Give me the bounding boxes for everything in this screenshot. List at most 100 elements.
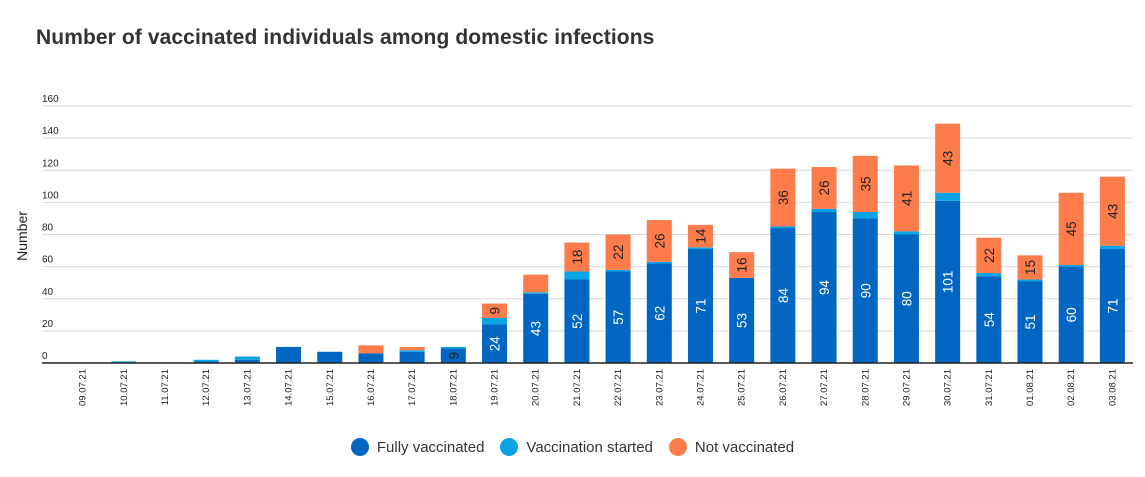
bar-vaccination-started-23.07.21 xyxy=(646,261,672,264)
bar-not-vaccinated-02.08.21 xyxy=(1058,192,1084,266)
bar-vaccination-started-28.07.21 xyxy=(852,212,878,219)
x-tick-label-18.07.21: 18.07.21 xyxy=(448,369,459,406)
bar-fully-vaccinated-22.07.21 xyxy=(605,271,631,363)
legend-label-not-vaccinated: Not vaccinated xyxy=(694,438,795,456)
bar-fully-vaccinated-30.07.21 xyxy=(935,200,961,363)
bar-vaccination-started-30.07.21 xyxy=(935,192,961,201)
bar-fully-vaccinated-21.07.21 xyxy=(564,279,590,363)
bar-not-vaccinated-03.08.21 xyxy=(1099,176,1125,246)
data-label-fully-vaccinated-30.07.21: 101 xyxy=(941,271,956,294)
bar-not-vaccinated-17.07.21 xyxy=(399,346,425,351)
y-tick-label-20: 20 xyxy=(42,319,54,330)
bar-not-vaccinated-24.07.21 xyxy=(687,224,713,248)
x-tick-label-01.08.21: 01.08.21 xyxy=(1025,369,1036,406)
bar-vaccination-started-10.07.21 xyxy=(111,361,137,363)
bar-vaccination-started-12.07.21 xyxy=(193,359,219,362)
bar-vaccination-started-03.08.21 xyxy=(1099,245,1125,249)
x-tick-label-28.07.21: 28.07.21 xyxy=(860,369,871,406)
y-axis-title: Number xyxy=(14,211,30,261)
x-tick-label-26.07.21: 26.07.21 xyxy=(778,369,789,406)
bar-not-vaccinated-26.07.21 xyxy=(770,168,796,227)
bar-vaccination-started-31.07.21 xyxy=(976,273,1002,277)
data-label-fully-vaccinated-27.07.21: 94 xyxy=(817,280,832,296)
bar-fully-vaccinated-18.07.21 xyxy=(440,348,466,363)
bar-not-vaccinated-28.07.21 xyxy=(852,155,878,213)
bar-not-vaccinated-16.07.21 xyxy=(358,345,384,354)
data-label-not-vaccinated-27.07.21: 26 xyxy=(817,180,832,195)
data-label-not-vaccinated-31.07.21: 22 xyxy=(982,248,997,263)
y-tick-label-0: 0 xyxy=(42,351,48,362)
y-tick-label-140: 140 xyxy=(42,126,59,137)
bar-vaccination-started-26.07.21 xyxy=(770,226,796,229)
x-tick-label-15.07.21: 15.07.21 xyxy=(325,369,336,406)
data-label-not-vaccinated-02.08.21: 45 xyxy=(1064,221,1079,236)
y-tick-label-160: 160 xyxy=(42,94,59,105)
data-label-fully-vaccinated-20.07.21: 43 xyxy=(529,321,544,336)
bar-fully-vaccinated-01.08.21 xyxy=(1017,281,1043,363)
legend-item-vaccination-started[interactable]: Vaccination started xyxy=(500,438,653,456)
bar-fully-vaccinated-13.07.21 xyxy=(234,359,260,363)
data-label-not-vaccinated-03.08.21: 43 xyxy=(1105,204,1120,219)
bar-not-vaccinated-30.07.21 xyxy=(935,123,961,193)
legend-marker-vaccination-started xyxy=(500,438,519,456)
legend-marker-not-vaccinated xyxy=(668,438,687,456)
legend-item-not-vaccinated[interactable]: Not vaccinated xyxy=(668,438,795,456)
bar-not-vaccinated-19.07.21 xyxy=(482,303,508,319)
x-tick-label-30.07.21: 30.07.21 xyxy=(943,369,954,406)
data-label-fully-vaccinated-24.07.21: 71 xyxy=(693,298,708,313)
data-label-fully-vaccinated-02.08.21: 60 xyxy=(1064,307,1079,322)
x-tick-label-25.07.21: 25.07.21 xyxy=(737,369,748,406)
y-tick-label-40: 40 xyxy=(42,287,54,298)
x-tick-label-24.07.21: 24.07.21 xyxy=(695,369,706,406)
x-tick-label-21.07.21: 21.07.21 xyxy=(572,369,583,406)
data-label-fully-vaccinated-22.07.21: 57 xyxy=(611,310,626,325)
legend-label-fully-vaccinated: Fully vaccinated xyxy=(376,438,485,456)
data-label-fully-vaccinated-31.07.21: 54 xyxy=(982,312,997,328)
data-label-not-vaccinated-22.07.21: 22 xyxy=(611,245,626,260)
bar-fully-vaccinated-02.08.21 xyxy=(1058,266,1084,363)
data-label-not-vaccinated-26.07.21: 36 xyxy=(776,190,791,205)
bar-fully-vaccinated-25.07.21 xyxy=(729,277,755,363)
bar-fully-vaccinated-29.07.21 xyxy=(893,234,919,363)
data-label-not-vaccinated-23.07.21: 26 xyxy=(652,233,667,248)
bar-not-vaccinated-01.08.21 xyxy=(1017,255,1043,280)
bar-fully-vaccinated-14.07.21 xyxy=(276,346,302,363)
legend-marker-fully-vaccinated xyxy=(350,438,369,456)
bar-fully-vaccinated-16.07.21 xyxy=(358,353,384,363)
data-label-fully-vaccinated-25.07.21: 53 xyxy=(735,313,750,328)
y-tick-label-80: 80 xyxy=(42,223,54,234)
data-label-not-vaccinated-30.07.21: 43 xyxy=(941,151,956,166)
data-label-not-vaccinated-29.07.21: 41 xyxy=(899,191,914,206)
bar-vaccination-started-20.07.21 xyxy=(523,292,549,294)
x-tick-label-19.07.21: 19.07.21 xyxy=(490,369,501,406)
bar-vaccination-started-02.08.21 xyxy=(1058,265,1084,267)
bar-fully-vaccinated-28.07.21 xyxy=(852,218,878,363)
bar-fully-vaccinated-26.07.21 xyxy=(770,228,796,363)
y-tick-label-60: 60 xyxy=(42,255,54,266)
bar-fully-vaccinated-19.07.21 xyxy=(482,324,508,363)
legend-item-fully-vaccinated[interactable]: Fully vaccinated xyxy=(350,438,485,456)
bar-not-vaccinated-25.07.21 xyxy=(729,252,755,278)
data-label-fully-vaccinated-18.07.21: 9 xyxy=(446,352,461,360)
bar-fully-vaccinated-31.07.21 xyxy=(976,276,1002,363)
data-label-not-vaccinated-21.07.21: 18 xyxy=(570,249,585,264)
bar-fully-vaccinated-27.07.21 xyxy=(811,212,837,363)
bar-vaccination-started-18.07.21 xyxy=(440,346,466,349)
x-tick-label-03.08.21: 03.08.21 xyxy=(1107,369,1118,406)
data-label-fully-vaccinated-28.07.21: 90 xyxy=(858,283,873,298)
x-tick-label-20.07.21: 20.07.21 xyxy=(531,369,542,406)
x-tick-label-09.07.21: 09.07.21 xyxy=(78,369,89,406)
bar-fully-vaccinated-15.07.21 xyxy=(317,351,343,363)
bar-vaccination-started-21.07.21 xyxy=(564,271,590,280)
x-tick-label-14.07.21: 14.07.21 xyxy=(284,369,295,406)
y-tick-label-100: 100 xyxy=(42,190,59,201)
data-label-not-vaccinated-19.07.21: 9 xyxy=(488,307,503,315)
y-tick-label-120: 120 xyxy=(42,158,59,169)
bar-not-vaccinated-29.07.21 xyxy=(893,165,919,232)
x-tick-label-16.07.21: 16.07.21 xyxy=(366,369,377,406)
data-label-fully-vaccinated-03.08.21: 71 xyxy=(1105,298,1120,313)
legend-label-vaccination-started: Vaccination started xyxy=(526,438,653,456)
x-tick-label-10.07.21: 10.07.21 xyxy=(119,369,130,406)
bar-fully-vaccinated-03.08.21 xyxy=(1099,248,1125,363)
data-label-not-vaccinated-24.07.21: 14 xyxy=(693,228,708,244)
